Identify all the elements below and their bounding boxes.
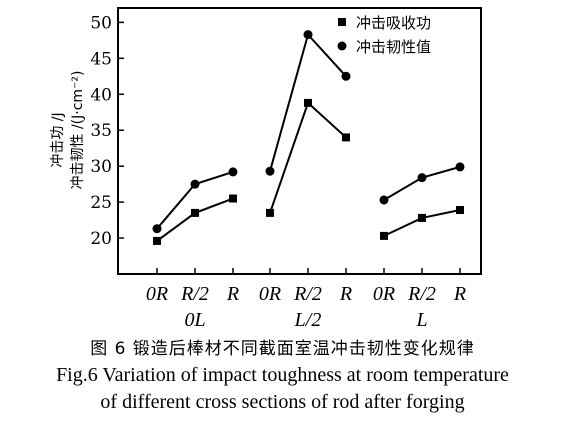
x-tick-label: 0R <box>259 283 281 305</box>
series-line-1 <box>156 197 234 242</box>
data-point-square <box>380 231 388 240</box>
x-axis-ticks: 0R R/2 R 0L 0R R/2 R L/2 0R R/2 R L <box>146 268 466 331</box>
figure-caption-english-line2: of different cross sections of rod after… <box>100 391 465 413</box>
x-group-label: 0L <box>184 309 205 331</box>
y-tick-label: 20 <box>90 229 112 249</box>
data-point-square <box>229 194 237 203</box>
data-point-circle <box>265 166 275 176</box>
x-tick-label: R/2 <box>407 283 436 305</box>
data-point-circle <box>417 173 427 183</box>
x-tick-label: 0R <box>146 283 168 305</box>
series-line-1 <box>383 209 461 237</box>
series-lines <box>156 32 461 242</box>
y-tick-label: 35 <box>90 121 112 141</box>
data-point-circle <box>190 179 200 189</box>
legend-label: 冲击吸收功 <box>356 14 431 32</box>
figure-caption-chinese: 图 6 锻造后棒材不同截面室温冲击韧性变化规律 <box>90 339 475 359</box>
y-axis-label-line2: 冲击韧性 /(J·cm⁻²) <box>70 70 86 189</box>
legend-marker-circle <box>337 41 347 51</box>
plot-frame <box>117 7 482 275</box>
data-point-square <box>304 98 312 107</box>
y-tick-label: 40 <box>90 85 112 105</box>
series-line-1 <box>269 101 347 214</box>
data-point-square <box>456 206 464 215</box>
data-point-square <box>153 236 161 245</box>
x-tick-label: R/2 <box>180 283 209 305</box>
x-tick-label: R <box>339 283 352 305</box>
data-point-circle <box>303 30 313 40</box>
figure-caption-english-line1: Fig.6 Variation of impact toughness at r… <box>56 364 509 386</box>
series-markers <box>152 30 465 245</box>
y-tick-label: 45 <box>90 49 112 69</box>
data-point-circle <box>341 71 351 81</box>
y-tick-label: 25 <box>90 193 112 213</box>
data-point-circle <box>379 195 389 205</box>
x-tick-label: R <box>226 283 239 305</box>
y-tick-label: 30 <box>90 157 112 177</box>
x-group-label: L <box>415 309 427 331</box>
data-point-circle <box>152 224 162 234</box>
series-line-2 <box>383 165 461 201</box>
legend-label: 冲击韧性值 <box>356 38 431 56</box>
x-tick-label: R <box>453 283 466 305</box>
data-point-square <box>266 208 274 217</box>
x-tick-label: R/2 <box>293 283 322 305</box>
data-point-circle <box>455 162 465 172</box>
y-axis-ticks: 20 25 30 35 40 45 50 <box>90 13 124 249</box>
y-axis-label-line1: 冲击功 /J <box>50 112 66 167</box>
legend-marker-square <box>338 18 346 26</box>
x-tick-label: 0R <box>373 283 395 305</box>
y-axis-label: 冲击功 /J 冲击韧性 /(J·cm⁻²) <box>50 70 86 189</box>
data-point-square <box>418 213 426 222</box>
data-point-square <box>342 133 350 142</box>
y-tick-label: 50 <box>90 13 112 33</box>
data-point-square <box>191 208 199 217</box>
data-point-circle <box>228 167 238 177</box>
x-group-label: L/2 <box>294 309 322 331</box>
